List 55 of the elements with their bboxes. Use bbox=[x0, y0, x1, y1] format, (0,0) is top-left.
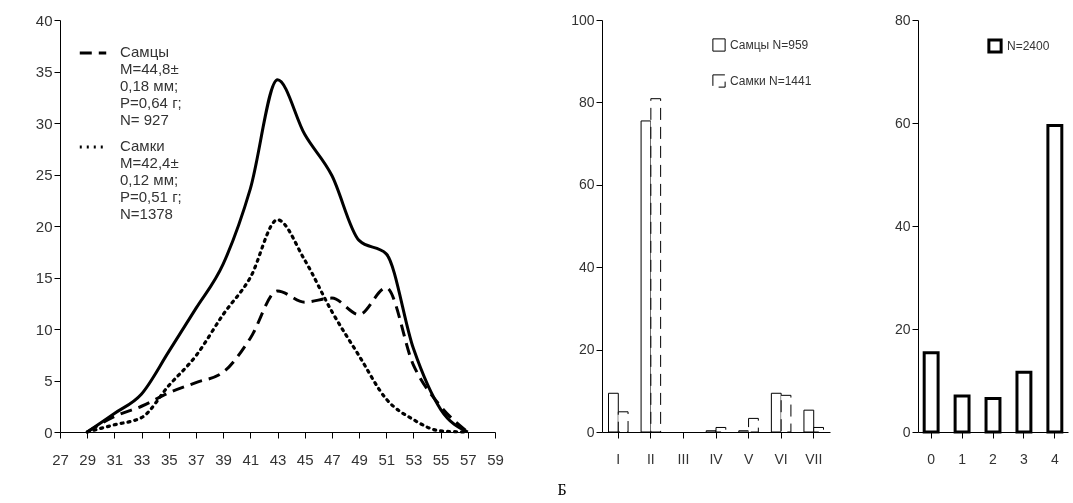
y-tick-label: 10 bbox=[35, 320, 53, 338]
y-tick-label: 20 bbox=[894, 320, 911, 337]
y-tick-label: 20 bbox=[578, 341, 595, 358]
x-tick-label: 1 bbox=[958, 450, 967, 467]
x-tick-label: 37 bbox=[188, 450, 205, 468]
x-tick-label: V bbox=[743, 450, 754, 467]
legend-label: Самцы N=959 bbox=[730, 38, 809, 52]
x-tick-label: VII bbox=[805, 450, 823, 467]
y-tick-label: 35 bbox=[35, 63, 53, 80]
y-tick-label: 40 bbox=[894, 217, 911, 234]
x-tick-label: 0 bbox=[927, 450, 936, 467]
y-tick-label: 40 bbox=[578, 258, 595, 275]
x-tick-label: II bbox=[646, 450, 655, 467]
y-tick-label: 80 bbox=[894, 11, 911, 28]
x-tick-label: 27 bbox=[52, 450, 69, 468]
x-tick-label: I bbox=[616, 450, 621, 467]
text: Б bbox=[557, 481, 567, 498]
x-tick-label: 41 bbox=[242, 450, 260, 468]
x-tick-label: 35 bbox=[160, 450, 178, 468]
y-tick-label: 60 bbox=[894, 114, 911, 131]
x-tick-label: 57 bbox=[459, 450, 477, 468]
x-tick-label: 47 bbox=[324, 450, 341, 468]
x-tick-label: 31 bbox=[106, 450, 124, 468]
legend-label: Самки M=42,4± 0,12 мм; P=0,51 г; N=1378 bbox=[120, 137, 182, 222]
y-tick-label: 0 bbox=[44, 423, 53, 441]
x-tick-label: 59 bbox=[487, 450, 504, 468]
x-tick-label: 4 bbox=[1050, 450, 1059, 467]
legend-label: Самцы M=44,8± 0,18 мм; P=0,64 г; N= 927 bbox=[120, 43, 182, 128]
x-tick-label: 51 bbox=[378, 450, 396, 468]
x-tick-label: 53 bbox=[405, 450, 423, 468]
x-tick-label: 33 bbox=[133, 450, 151, 468]
y-tick-label: 15 bbox=[35, 269, 53, 286]
y-tick-label: 25 bbox=[35, 166, 53, 183]
y-tick-label: 80 bbox=[578, 93, 595, 110]
y-tick-label: 100 bbox=[571, 11, 595, 28]
legend-label: Самки N=1441 bbox=[730, 74, 812, 88]
x-tick-label: 55 bbox=[432, 450, 450, 468]
y-tick-label: 60 bbox=[578, 176, 595, 193]
x-tick-label: VI bbox=[774, 450, 788, 467]
x-tick-label: 49 bbox=[351, 450, 368, 468]
y-tick-label: 30 bbox=[35, 114, 53, 132]
legend-label: N=2400 bbox=[1007, 39, 1050, 53]
y-tick-label: 20 bbox=[35, 217, 53, 235]
x-tick-label: 43 bbox=[269, 450, 287, 468]
x-tick-label: IV bbox=[709, 450, 724, 467]
x-tick-label: III bbox=[677, 450, 690, 467]
x-tick-label: 2 bbox=[989, 450, 998, 467]
y-tick-label: 5 bbox=[44, 372, 53, 389]
y-tick-label: 40 bbox=[35, 11, 53, 29]
y-tick-label: 0 bbox=[902, 423, 911, 440]
x-tick-label: 45 bbox=[296, 450, 314, 468]
y-tick-label: 0 bbox=[586, 423, 595, 440]
x-tick-label: 29 bbox=[79, 450, 97, 468]
x-tick-label: 3 bbox=[1020, 450, 1029, 467]
x-tick-label: 39 bbox=[215, 450, 232, 468]
